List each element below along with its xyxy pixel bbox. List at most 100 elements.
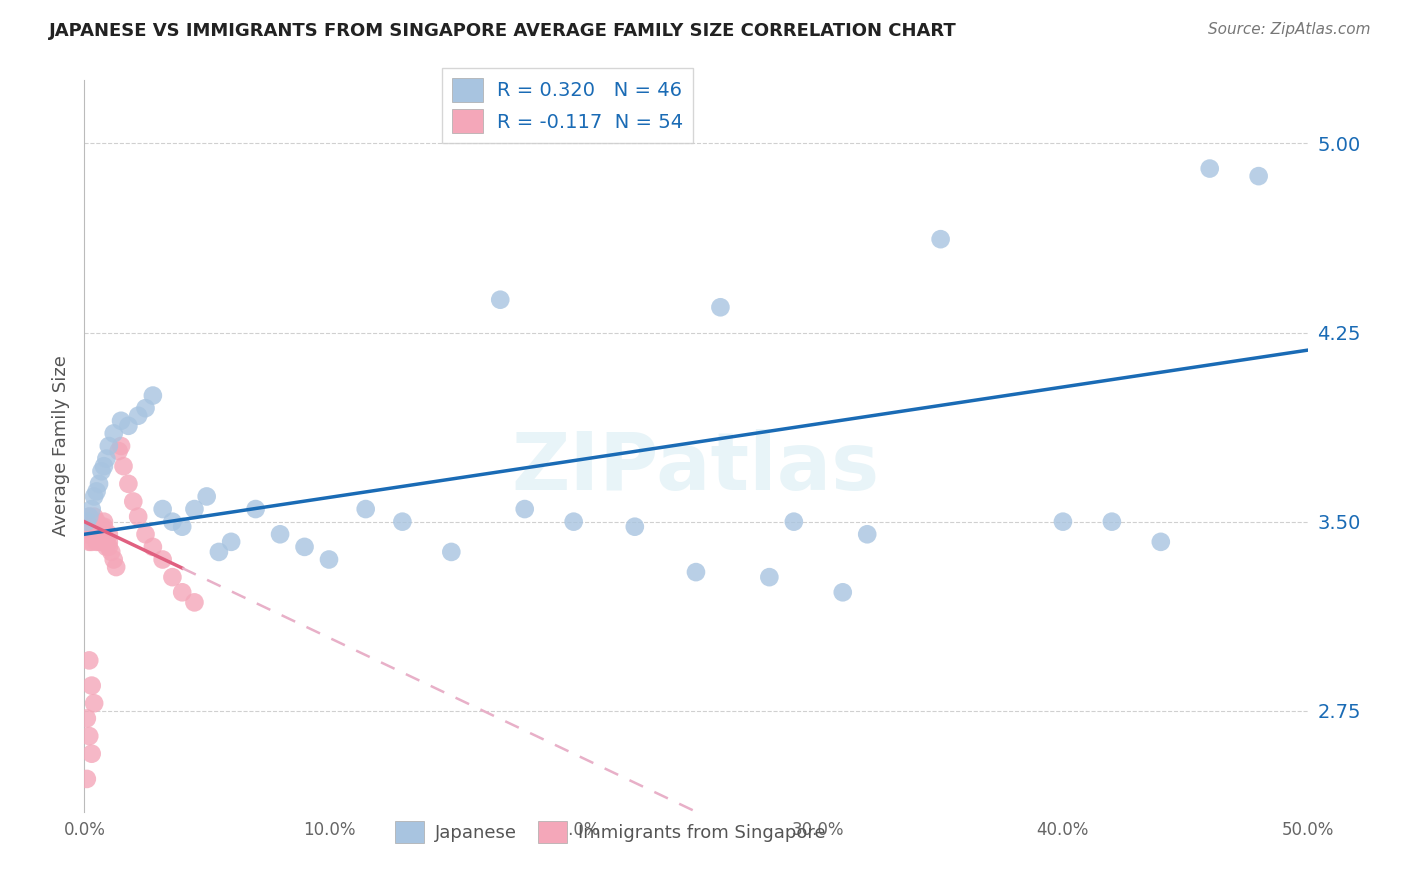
Point (183, 502, 205, 516)
Point (77, 729, 100, 743)
Point (354, 502, 377, 516)
Point (152, 502, 174, 516)
Point (83, 490, 105, 504)
Point (83, 509, 105, 524)
Point (80, 527, 103, 541)
Point (96, 534, 118, 549)
Point (93, 527, 115, 541)
Point (80, 515, 103, 529)
Point (440, 545, 463, 559)
Point (269, 527, 291, 541)
Point (93, 515, 115, 529)
Point (135, 527, 157, 541)
Point (86, 515, 108, 529)
Point (76, 772, 98, 786)
Point (86, 527, 108, 541)
Point (90, 534, 112, 549)
Point (562, 515, 585, 529)
Point (783, 515, 806, 529)
Point (142, 540, 165, 554)
Point (93, 519, 115, 533)
Point (80, 502, 103, 516)
Point (87, 527, 110, 541)
Point (83, 696, 105, 710)
Point (112, 459, 135, 474)
Point (513, 502, 536, 516)
Point (86, 534, 108, 549)
Point (183, 595, 205, 609)
Point (831, 585, 853, 599)
Point (172, 585, 194, 599)
Point (294, 540, 316, 554)
Point (100, 545, 122, 559)
Point (93, 459, 115, 474)
Point (90, 527, 112, 541)
Point (80, 534, 103, 549)
Point (83, 527, 105, 541)
Point (76, 519, 98, 533)
Point (117, 418, 139, 433)
Text: ZIPatlas: ZIPatlas (512, 429, 880, 507)
Point (1247, 169, 1270, 183)
Point (87, 534, 110, 549)
Point (709, 300, 731, 314)
Point (103, 426, 125, 441)
Point (96, 540, 118, 554)
Point (76, 515, 98, 529)
Point (856, 527, 879, 541)
Point (76, 527, 98, 541)
Point (1052, 515, 1074, 529)
Point (758, 570, 780, 584)
Point (162, 570, 184, 584)
Point (127, 509, 149, 524)
Point (162, 515, 184, 529)
Point (1198, 161, 1220, 176)
Point (77, 509, 100, 524)
Point (97, 534, 120, 549)
Point (105, 560, 128, 574)
Point (76, 711, 98, 725)
Point (77, 519, 100, 533)
Point (195, 490, 218, 504)
Point (172, 519, 194, 533)
Point (80, 679, 103, 693)
Point (245, 502, 267, 516)
Text: JAPANESE VS IMMIGRANTS FROM SINGAPORE AVERAGE FAMILY SIZE CORRELATION CHART: JAPANESE VS IMMIGRANTS FROM SINGAPORE AV… (49, 22, 957, 40)
Point (97, 439, 120, 453)
Point (97, 540, 120, 554)
Point (76, 515, 98, 529)
Point (87, 519, 110, 533)
Y-axis label: Average Family Size: Average Family Size (52, 356, 70, 536)
Point (83, 519, 105, 533)
Point (122, 494, 145, 508)
Point (86, 519, 108, 533)
Point (117, 476, 139, 491)
Point (127, 409, 149, 423)
Point (929, 232, 952, 246)
Point (219, 534, 242, 549)
Point (624, 519, 647, 533)
Point (1101, 515, 1123, 529)
Point (87, 476, 110, 491)
Point (318, 552, 340, 566)
Point (135, 401, 157, 416)
Point (80, 747, 103, 761)
Point (96, 451, 118, 466)
Point (489, 293, 512, 307)
Point (77, 534, 100, 549)
Point (208, 545, 231, 559)
Point (391, 515, 413, 529)
Point (77, 509, 100, 524)
Point (86, 484, 108, 499)
Point (103, 552, 125, 566)
Point (80, 519, 103, 533)
Point (1150, 534, 1173, 549)
Point (90, 464, 112, 478)
Point (152, 552, 174, 566)
Point (110, 439, 132, 453)
Point (77, 527, 100, 541)
Point (90, 519, 112, 533)
Point (110, 414, 132, 428)
Legend: Japanese, Immigrants from Singapore: Japanese, Immigrants from Singapore (388, 814, 832, 850)
Point (685, 565, 707, 579)
